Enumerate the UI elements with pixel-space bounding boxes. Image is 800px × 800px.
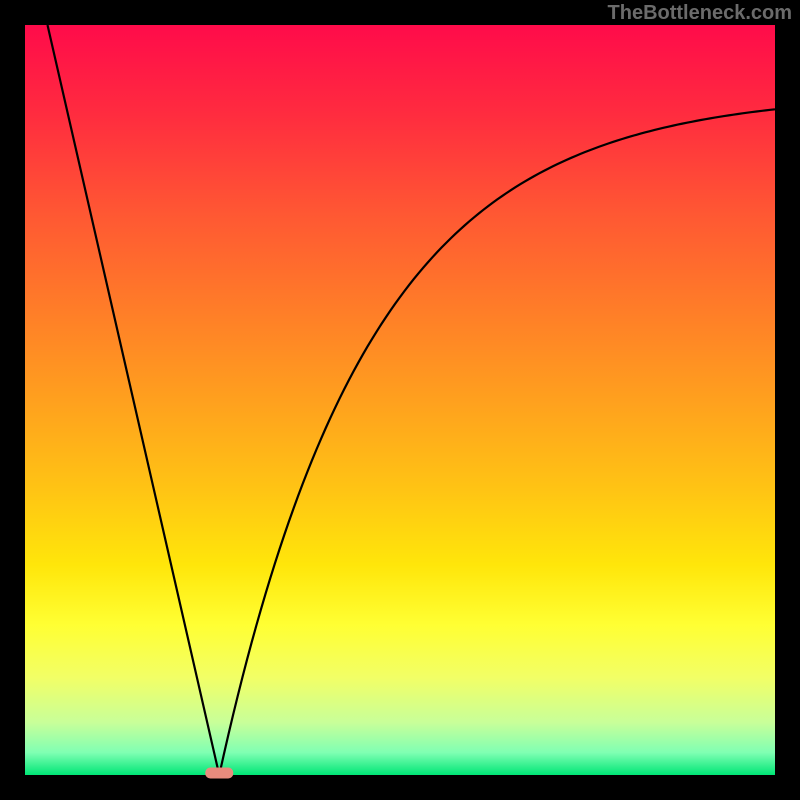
vertex-marker [205, 768, 233, 779]
plot-background [25, 25, 775, 775]
watermark-label: TheBottleneck.com [608, 2, 792, 25]
chart-svg [0, 0, 800, 800]
bottleneck-chart: TheBottleneck.com [0, 0, 800, 800]
